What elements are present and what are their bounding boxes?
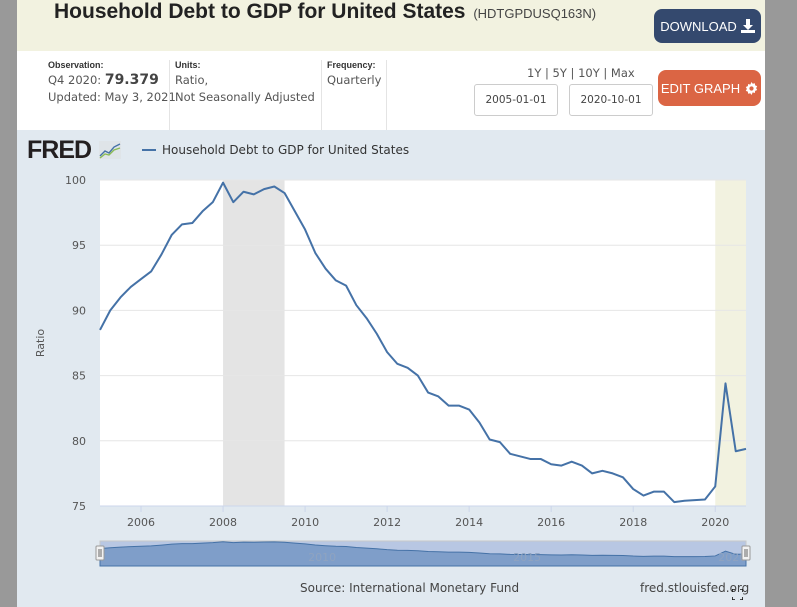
divider	[169, 60, 170, 130]
x-tick-label: 2006	[127, 516, 155, 529]
edit-graph-label: EDIT GRAPH	[660, 80, 741, 96]
y-tick-label: 85	[72, 370, 86, 383]
x-tick-label: 2008	[209, 516, 237, 529]
x-tick-label: 2020	[701, 516, 729, 529]
download-icon	[740, 19, 755, 33]
chart-logo-icon	[99, 141, 122, 159]
gear-icon	[745, 81, 758, 95]
frequency-value: Quarterly	[327, 73, 382, 87]
series-card: Household Debt to GDP for United States …	[17, 0, 765, 607]
y-tick-label: 100	[65, 174, 86, 187]
y-axis-title: Ratio	[34, 329, 47, 358]
download-label: DOWNLOAD	[660, 18, 737, 34]
units-block: Units: Ratio, Not Seasonally Adjusted	[175, 60, 315, 130]
range-separator: |	[545, 66, 549, 80]
divider	[321, 60, 322, 130]
navigator-handle[interactable]	[95, 545, 105, 561]
navigator-label: 2010	[308, 551, 336, 564]
navigator-series	[99, 541, 747, 567]
observation-value: 79.379	[104, 72, 159, 88]
y-tick-label: 90	[72, 304, 86, 317]
range-separator: |	[603, 66, 608, 80]
fred-logo-text: FRED	[27, 136, 92, 164]
range-separator: |	[570, 66, 575, 80]
frequency-block: Frequency: Quarterly	[327, 60, 381, 130]
units-line2: Not Seasonally Adjusted	[175, 90, 315, 104]
frequency-label: Frequency:	[327, 60, 376, 70]
range-10y[interactable]: 10Y	[578, 66, 600, 80]
navigator-handle[interactable]	[741, 545, 751, 561]
header-bar: Household Debt to GDP for United States …	[17, 0, 765, 51]
download-button[interactable]: DOWNLOAD	[654, 9, 761, 43]
chart-legend: Household Debt to GDP for United States	[142, 143, 409, 157]
legend-swatch	[142, 149, 156, 151]
series-line	[99, 181, 747, 504]
range-max[interactable]: Max	[610, 66, 635, 80]
units-label: Units:	[175, 60, 201, 70]
y-tick-label: 95	[72, 239, 86, 252]
series-code: (HDTGPDUSQ163N)	[473, 6, 597, 21]
updated-date: Updated: May 3, 2021	[48, 90, 176, 104]
recession-band	[223, 180, 285, 506]
fred-logo: FRED	[27, 136, 122, 165]
series-title: Household Debt to GDP for United States	[54, 0, 466, 23]
divider	[386, 60, 387, 130]
x-tick-label: 2010	[291, 516, 319, 529]
line-chart: 75 80 85 90 95 100 2006 2008 2010 2012 2014 2016 201…	[34, 174, 751, 567]
source-text: Source: International Monetary Fund	[300, 581, 520, 595]
graph-area: FRED Household Debt to GDP for United St…	[17, 130, 765, 607]
x-tick-label: 2018	[619, 516, 647, 529]
navigator-label: 2015	[513, 551, 541, 564]
plot-background	[100, 180, 746, 506]
recession-band	[715, 180, 746, 506]
y-tick-label: 75	[72, 500, 86, 513]
units-line1: Ratio,	[175, 73, 209, 87]
edit-graph-button[interactable]: EDIT GRAPH	[658, 70, 761, 106]
range-5y[interactable]: 5Y	[552, 66, 567, 80]
x-tick-label: 2014	[455, 516, 483, 529]
fullscreen-icon[interactable]	[732, 589, 743, 600]
range-1y[interactable]: 1Y	[527, 66, 542, 80]
y-tick-label: 80	[72, 435, 86, 448]
end-date-input[interactable]: 2020-10-01	[569, 84, 653, 116]
x-tick-label: 2016	[537, 516, 565, 529]
legend-label: Household Debt to GDP for United States	[162, 143, 410, 157]
observation-period: Q4 2020:	[48, 73, 102, 87]
observation-block: Observation: Q4 2020: 79.379 Updated: Ma…	[48, 60, 176, 130]
site-link[interactable]: fred.stlouisfed.org	[640, 581, 750, 595]
x-tick-label: 2012	[373, 516, 401, 529]
navigator-label: 2020	[718, 551, 746, 564]
range-selector: 1Y | 5Y | 10Y | Max	[527, 66, 635, 80]
page-title: Household Debt to GDP for United States …	[54, 0, 596, 24]
observation-label: Observation:	[48, 60, 104, 70]
start-date-input[interactable]: 2005-01-01	[474, 84, 558, 116]
